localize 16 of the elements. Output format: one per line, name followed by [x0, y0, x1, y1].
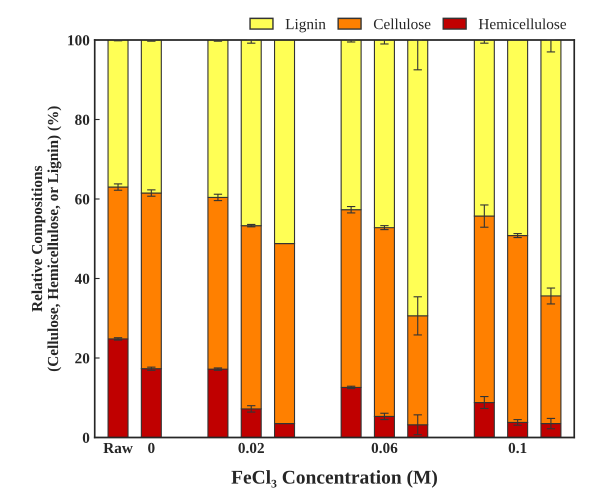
y-tick-label: 80 [75, 114, 90, 125]
x-tick-label: 0 [148, 442, 155, 454]
x-axis-title: FeCl₃ Concentration (M) [231, 470, 437, 488]
x-tick-label: 0.06 [372, 442, 398, 454]
x-tick-label: 0.1 [508, 442, 526, 454]
y-tick-label: 0 [82, 432, 90, 443]
x-tick-label: Raw [103, 442, 133, 454]
y-axis-title: Relative Compositions (Cellulose, Hemicellulose, or Lignin) (%) [31, 106, 62, 372]
legend-label: Cellulose [374, 18, 430, 30]
x-tick-label: 0.02 [238, 442, 264, 454]
y-tick-label: 20 [75, 353, 90, 364]
legend-label: Hemicellulose [478, 18, 566, 30]
y-tick-label: 40 [74, 274, 90, 284]
y-tick-label: 100 [68, 35, 90, 46]
y-tick-label: 60 [75, 194, 90, 204]
legend-label: Lignin [286, 18, 326, 32]
